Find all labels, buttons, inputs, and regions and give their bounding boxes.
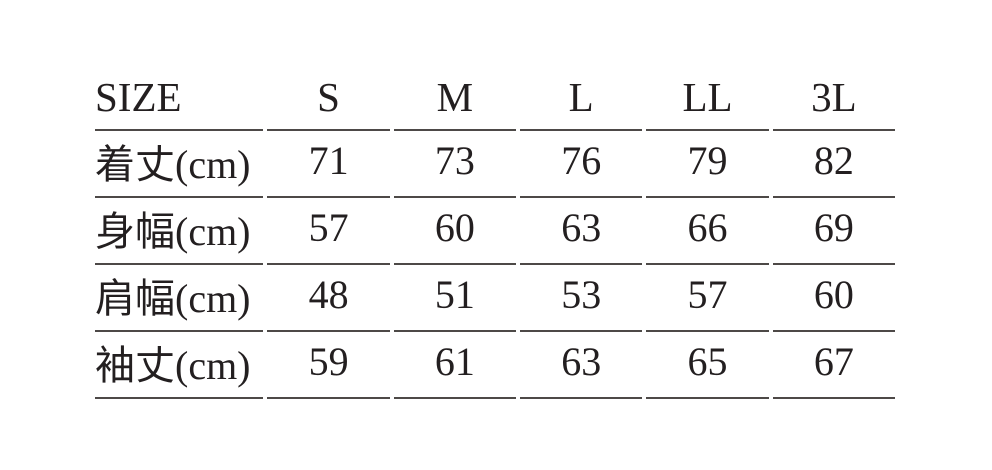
value-cell: 71 bbox=[267, 131, 390, 198]
table-row-sleeve-length: 袖丈(cm) 59 61 63 65 67 bbox=[95, 332, 895, 399]
header-row: SIZE S M L LL 3L bbox=[95, 73, 895, 131]
value-cell: 65 bbox=[646, 332, 769, 399]
value-cell: 61 bbox=[393, 332, 517, 399]
value-cell: 63 bbox=[520, 198, 643, 265]
value-cell: 73 bbox=[393, 131, 517, 198]
header-cell-l: L bbox=[520, 73, 643, 131]
header-cell-size: SIZE bbox=[95, 73, 264, 131]
value-cell: 79 bbox=[646, 131, 769, 198]
row-label: 袖丈(cm) bbox=[95, 332, 264, 399]
value-cell: 67 bbox=[772, 332, 895, 399]
value-cell: 69 bbox=[772, 198, 895, 265]
value-cell: 48 bbox=[267, 265, 390, 332]
header-cell-s: S bbox=[267, 73, 390, 131]
value-cell: 76 bbox=[520, 131, 643, 198]
header-cell-3l: 3L bbox=[772, 73, 895, 131]
row-label: 肩幅(cm) bbox=[95, 265, 264, 332]
value-cell: 59 bbox=[267, 332, 390, 399]
value-cell: 66 bbox=[646, 198, 769, 265]
value-cell: 60 bbox=[772, 265, 895, 332]
value-cell: 51 bbox=[393, 265, 517, 332]
value-cell: 57 bbox=[646, 265, 769, 332]
row-label: 着丈(cm) bbox=[95, 131, 264, 198]
header-cell-m: M bbox=[393, 73, 517, 131]
row-label: 身幅(cm) bbox=[95, 198, 264, 265]
value-cell: 53 bbox=[520, 265, 643, 332]
table-row-body-width: 身幅(cm) 57 60 63 66 69 bbox=[95, 198, 895, 265]
value-cell: 82 bbox=[772, 131, 895, 198]
size-chart-table: SIZE S M L LL 3L 着丈(cm) 71 73 76 79 82 身… bbox=[91, 73, 899, 399]
value-cell: 57 bbox=[267, 198, 390, 265]
header-cell-ll: LL bbox=[646, 73, 769, 131]
table-row-body-length: 着丈(cm) 71 73 76 79 82 bbox=[95, 131, 895, 198]
table-row-shoulder-width: 肩幅(cm) 48 51 53 57 60 bbox=[95, 265, 895, 332]
value-cell: 63 bbox=[520, 332, 643, 399]
value-cell: 60 bbox=[393, 198, 517, 265]
